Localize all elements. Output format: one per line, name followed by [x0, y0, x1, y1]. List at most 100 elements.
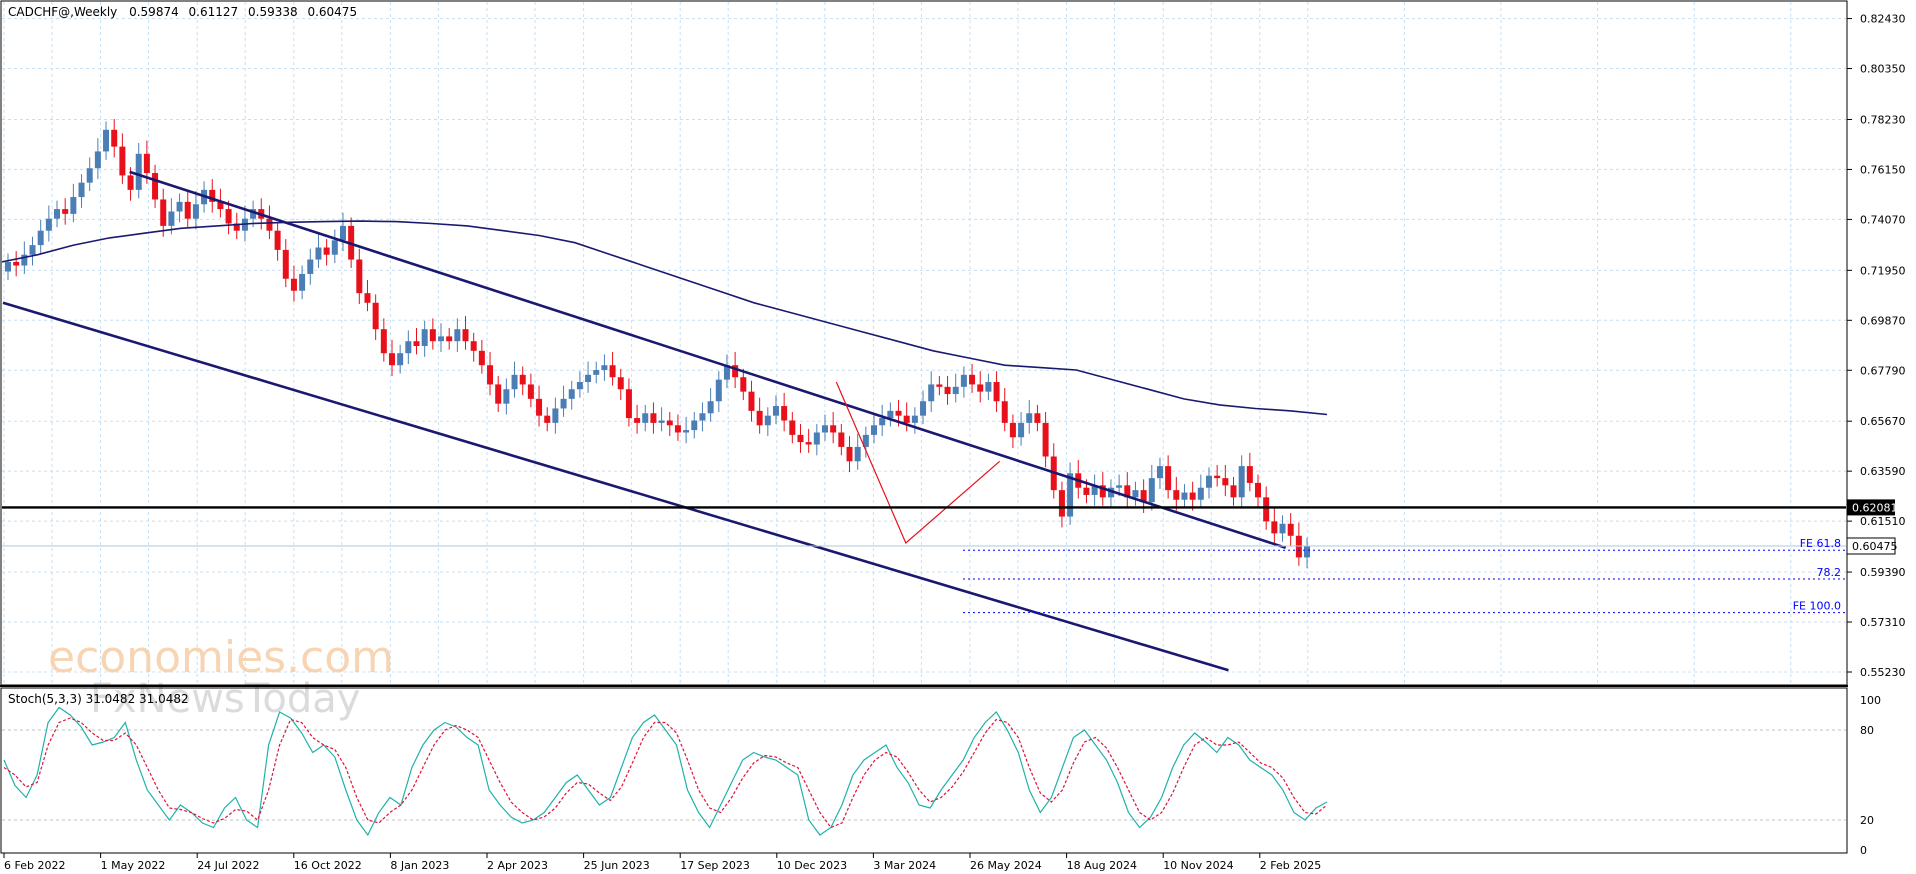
candlestick: [1246, 452, 1253, 492]
candlestick: [380, 318, 387, 362]
candlestick: [388, 339, 395, 377]
candle-body: [1067, 473, 1074, 517]
watermark-subtitle: FxNewsToday: [90, 676, 360, 722]
candle-body: [217, 201, 224, 210]
candlestick: [609, 352, 616, 386]
candle-body: [209, 189, 216, 202]
candlestick: [94, 138, 101, 180]
candle-body: [1222, 478, 1229, 486]
stochastic-label: Stoch(5,3,3) 31.0482 31.0482: [8, 692, 189, 706]
candle-body: [1189, 492, 1196, 500]
candlestick: [781, 392, 788, 432]
candlestick: [209, 179, 216, 213]
candlestick: [699, 402, 706, 432]
candlestick: [307, 248, 314, 285]
candle-body: [1124, 485, 1131, 498]
candle-body: [462, 329, 469, 342]
candle-body: [429, 329, 436, 342]
candlestick: [1295, 522, 1302, 566]
candle-body: [1148, 478, 1155, 503]
candlestick: [985, 373, 992, 401]
candle-body: [78, 182, 85, 198]
candlestick: [78, 174, 85, 208]
grid-lines: [2, 2, 1846, 821]
candlestick: [1018, 412, 1025, 446]
stochastic-oscillator: [3, 706, 1328, 837]
candlestick: [552, 397, 559, 434]
candle-body: [1018, 422, 1025, 438]
candlestick: [650, 402, 657, 434]
candle-body: [503, 389, 510, 404]
chart-title: CADCHF@,Weekly 0.59874 0.61127 0.59338 0…: [8, 5, 357, 19]
price-tick-label: 0.78230: [1860, 113, 1906, 126]
candle-body: [1165, 466, 1172, 491]
candle-body: [593, 370, 600, 375]
candle-body: [1058, 490, 1065, 517]
date-tick-label: 6 Feb 2022: [4, 859, 65, 872]
candle-body: [1238, 466, 1245, 498]
channel-lower-line: [2, 301, 1229, 672]
candlestick: [691, 412, 698, 439]
candlestick: [772, 395, 779, 425]
candle-body: [756, 410, 763, 426]
date-tick-label: 17 Sep 2023: [680, 859, 750, 872]
candlestick: [168, 198, 175, 235]
candlestick: [658, 407, 665, 432]
stoch-tick-label: 20: [1860, 814, 1874, 827]
candlestick: [879, 404, 886, 437]
candle-body: [13, 261, 20, 266]
watermark: economies.com FxNewsToday: [48, 632, 394, 722]
candle-body: [372, 302, 379, 330]
candle-body: [103, 129, 110, 152]
candle-body: [544, 415, 551, 423]
date-tick-label: 16 Oct 2022: [294, 859, 362, 872]
date-tick-label: 8 Jan 2023: [390, 859, 449, 872]
candle-body: [871, 425, 878, 435]
stochastic-k-line: [3, 706, 1328, 837]
candle-body: [225, 209, 232, 224]
candle-body: [143, 153, 150, 174]
candle-body: [1116, 485, 1123, 488]
candlestick: [527, 373, 534, 408]
date-tick-label: 25 Jun 2023: [584, 859, 650, 872]
candle-body: [1156, 466, 1163, 479]
candlestick: [1132, 481, 1139, 506]
price-tick-label: 0.63590: [1860, 465, 1906, 478]
candlestick: [372, 294, 379, 340]
candlestick: [952, 373, 959, 403]
candlestick: [1279, 515, 1286, 542]
candlestick: [969, 364, 976, 393]
candlestick: [135, 143, 142, 199]
candlestick: [152, 164, 159, 208]
candle-body: [920, 401, 927, 416]
candlestick: [887, 402, 894, 427]
candle-body: [356, 259, 363, 294]
candle-body: [511, 374, 518, 390]
candle-body: [887, 410, 894, 419]
candlestick: [797, 424, 804, 453]
candle-body: [1091, 485, 1098, 495]
candlestick: [862, 426, 869, 458]
candle-body: [413, 341, 420, 347]
candle-body: [658, 420, 665, 423]
candlestick: [920, 390, 927, 425]
candle-body: [536, 398, 543, 416]
candle-body: [380, 329, 387, 354]
candle-body: [1246, 466, 1253, 483]
candle-body: [331, 240, 338, 255]
candlestick: [176, 193, 183, 223]
candle-body: [315, 247, 322, 260]
candlestick: [364, 279, 371, 312]
price-tick-label: 0.76150: [1860, 163, 1906, 176]
candle-body: [478, 350, 485, 366]
zigzag-pattern: [835, 381, 1001, 544]
candle-body: [37, 230, 44, 246]
candlestick: [1255, 474, 1262, 509]
date-tick-label: 10 Dec 2023: [777, 859, 847, 872]
candlestick: [470, 332, 477, 362]
candlestick: [674, 414, 681, 441]
candlestick: [723, 354, 730, 389]
candle-body: [993, 382, 1000, 402]
date-tick-label: 2 Apr 2023: [487, 859, 548, 872]
